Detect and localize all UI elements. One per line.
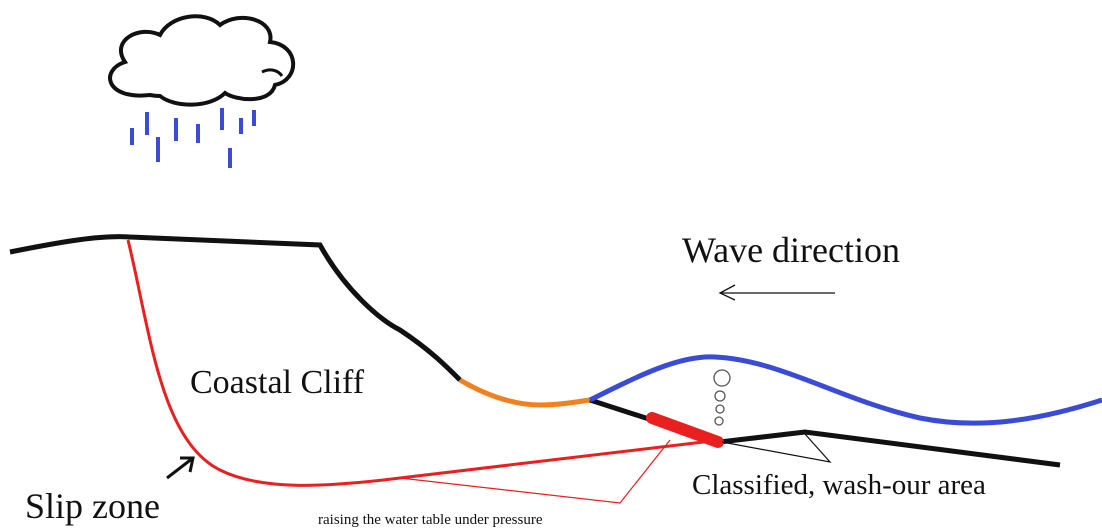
- slip-surface: [126, 239, 721, 487]
- wave: [588, 354, 1102, 426]
- cliff-toe: [458, 377, 591, 408]
- bubbles: [713, 369, 731, 426]
- wash-out-label: Classified, wash-our area: [692, 469, 986, 501]
- pointer-line: [399, 439, 671, 504]
- slip-arrow: [166, 456, 195, 480]
- slip-zone-label: Slip zone: [25, 486, 160, 526]
- cloud-detail: [261, 68, 284, 77]
- pointer-line: [721, 433, 832, 463]
- wash-out-zone: [646, 412, 724, 448]
- cliff-profile: [9, 234, 462, 382]
- wave-arrow: [718, 284, 835, 301]
- coastal-cliff-label: Coastal Cliff: [190, 364, 365, 401]
- water-table-label: raising the water table under pressure: [318, 512, 543, 528]
- cloud: [108, 14, 296, 107]
- rain: [130, 108, 256, 168]
- wave-direction-label: Wave direction: [682, 230, 900, 270]
